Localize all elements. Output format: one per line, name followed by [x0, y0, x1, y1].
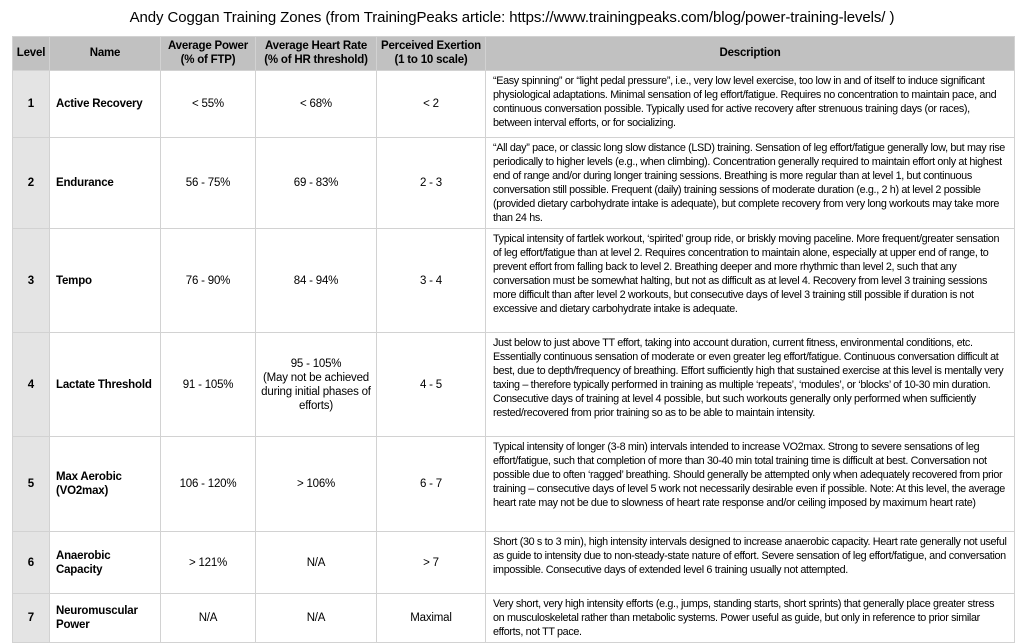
cell-average-heart-rate: N/A	[255, 593, 377, 643]
col-header-average-power: Average Power (% of FTP)	[160, 36, 256, 71]
page-title: Andy Coggan Training Zones (from Trainin…	[129, 9, 895, 26]
cell-name: Tempo	[49, 228, 161, 333]
cell-level: 6	[12, 531, 50, 594]
cell-perceived-exertion: 3 - 4	[376, 228, 486, 333]
cell-level: 1	[12, 70, 50, 138]
cell-description: “All day” pace, or classic long slow dis…	[485, 137, 1015, 229]
cell-level: 3	[12, 228, 50, 333]
cell-description: Very short, very high intensity efforts …	[485, 593, 1015, 643]
cell-average-power: 76 - 90%	[160, 228, 256, 333]
header-row: Level Name Average Power (% of FTP) Aver…	[12, 36, 1015, 71]
cell-level: 5	[12, 436, 50, 532]
cell-name: Lactate Threshold	[49, 332, 161, 437]
col-header-name: Name	[49, 36, 161, 71]
cell-level: 2	[12, 137, 50, 229]
col-header-level: Level	[12, 36, 50, 71]
table-row-level-6: 6 Anaerobic Capacity > 121% N/A > 7 Shor…	[12, 531, 1015, 594]
cell-description: Just below to just above TT effort, taki…	[485, 332, 1015, 437]
cell-level: 7	[12, 593, 50, 643]
col-header-perceived-exertion: Perceived Exertion (1 to 10 scale)	[376, 36, 486, 71]
cell-name: Anaerobic Capacity	[49, 531, 161, 594]
cell-level: 4	[12, 332, 50, 437]
col-header-average-heart-rate: Average Heart Rate (% of HR threshold)	[255, 36, 377, 71]
table-row-level-5: 5 Max Aerobic (VO2max) 106 - 120% > 106%…	[12, 436, 1015, 532]
table-row-level-4: 4 Lactate Threshold 91 - 105% 95 - 105% …	[12, 332, 1015, 437]
table-row-level-1: 1 Active Recovery < 55% < 68% < 2 “Easy …	[12, 70, 1015, 138]
cell-average-heart-rate: 69 - 83%	[255, 137, 377, 229]
cell-average-power: > 121%	[160, 531, 256, 594]
cell-average-power: 106 - 120%	[160, 436, 256, 532]
cell-description: Typical intensity of fartlek workout, ‘s…	[485, 228, 1015, 333]
cell-description: Short (30 s to 3 min), high intensity in…	[485, 531, 1015, 594]
cell-description: Typical intensity of longer (3-8 min) in…	[485, 436, 1015, 532]
cell-name: Neuromuscular Power	[49, 593, 161, 643]
cell-average-power: 91 - 105%	[160, 332, 256, 437]
cell-average-power: N/A	[160, 593, 256, 643]
cell-perceived-exertion: Maximal	[376, 593, 486, 643]
table-row-level-3: 3 Tempo 76 - 90% 84 - 94% 3 - 4 Typical …	[12, 228, 1015, 333]
cell-perceived-exertion: < 2	[376, 70, 486, 138]
table-row-level-2: 2 Endurance 56 - 75% 69 - 83% 2 - 3 “All…	[12, 137, 1015, 229]
cell-perceived-exertion: > 7	[376, 531, 486, 594]
cell-name: Endurance	[49, 137, 161, 229]
cell-name: Active Recovery	[49, 70, 161, 138]
cell-average-heart-rate: < 68%	[255, 70, 377, 138]
cell-perceived-exertion: 2 - 3	[376, 137, 486, 229]
training-zones-table: Level Name Average Power (% of FTP) Aver…	[12, 36, 1015, 643]
cell-average-heart-rate: N/A	[255, 531, 377, 594]
cell-perceived-exertion: 6 - 7	[376, 436, 486, 532]
cell-average-heart-rate: > 106%	[255, 436, 377, 532]
cell-average-heart-rate: 95 - 105% (May not be achieved during in…	[255, 332, 377, 437]
cell-average-power: < 55%	[160, 70, 256, 138]
col-header-description: Description	[485, 36, 1015, 71]
table-row-level-7: 7 Neuromuscular Power N/A N/A Maximal Ve…	[12, 593, 1015, 643]
cell-average-heart-rate: 84 - 94%	[255, 228, 377, 333]
cell-description: “Easy spinning” or “light pedal pressure…	[485, 70, 1015, 138]
cell-perceived-exertion: 4 - 5	[376, 332, 486, 437]
cell-average-power: 56 - 75%	[160, 137, 256, 229]
cell-name: Max Aerobic (VO2max)	[49, 436, 161, 532]
